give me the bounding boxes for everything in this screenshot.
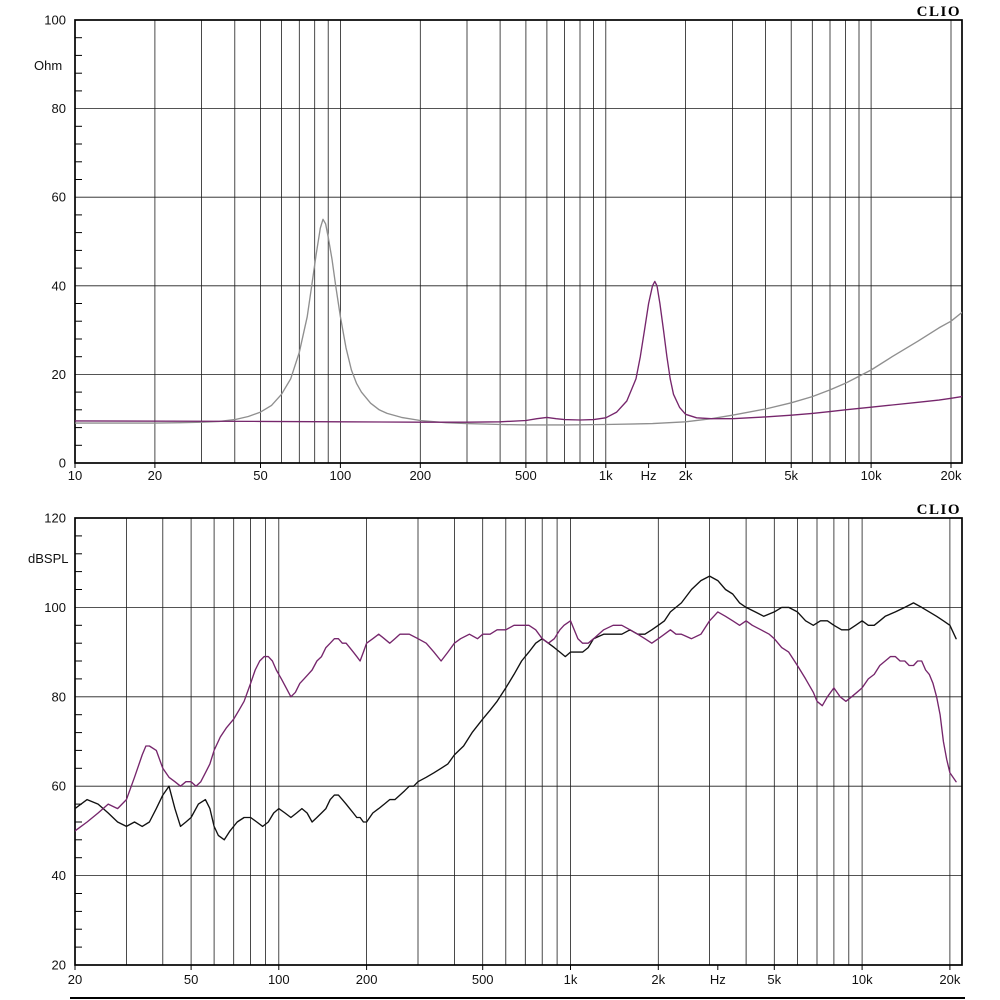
frequency-response-chart: 20 40 60 80 100 120 20 50 100 200 500 1k 2k Hz 5k 10k 20… — [0, 500, 1000, 1000]
x-tick-label: 200 — [409, 468, 431, 483]
y-tick-label: 80 — [52, 689, 66, 704]
tweeter-spl-curve — [75, 611, 957, 832]
bottom-rule — [70, 997, 965, 999]
x-tick-label: 100 — [268, 972, 290, 987]
y-tick-label: 20 — [52, 958, 66, 973]
x-tick-label: 20k — [939, 972, 960, 987]
tweeter-impedance-curve — [75, 280, 962, 423]
woofer-impedance-curve — [75, 218, 962, 426]
x-tick-label: 10k — [852, 972, 873, 987]
x-tick-label: 20k — [941, 468, 962, 483]
x-tick-label: 200 — [356, 972, 378, 987]
woofer-spl-curve — [75, 575, 957, 841]
x-tick-label: 10 — [68, 468, 82, 483]
x-tick-label: Hz — [641, 468, 657, 483]
x-tick-label: 1k — [564, 972, 578, 987]
x-tick-label: 10k — [861, 468, 882, 483]
plot-frame — [74, 19, 963, 464]
y-tick-label: 40 — [52, 868, 66, 883]
y-tick-label: 100 — [44, 13, 66, 28]
y-tick-label: 100 — [44, 600, 66, 615]
y-tick-label: 120 — [44, 511, 66, 526]
y-axis-unit-label: dBSPL — [28, 551, 68, 566]
x-tick-label: 500 — [472, 972, 494, 987]
x-tick-label: 2k — [679, 468, 693, 483]
y-tick-label: 60 — [52, 779, 66, 794]
x-tick-label: 20 — [68, 972, 82, 987]
x-tick-label: 50 — [184, 972, 198, 987]
x-tick-label: 20 — [148, 468, 162, 483]
frequency-response-chart-svg: 20 40 60 80 100 120 20 50 100 200 500 1k 2k Hz 5k 10k 20… — [28, 502, 963, 987]
x-tick-label: 5k — [784, 468, 798, 483]
plot-frame — [74, 517, 963, 966]
impedance-chart: 0 20 40 60 80 100 10 20 50 100 200 500 1k Hz 2k 5k 10k 20… — [34, 4, 963, 483]
clio-logo: CLIO — [917, 502, 961, 518]
x-tick-label: 5k — [767, 972, 781, 987]
y-axis-unit-label: Ohm — [34, 58, 62, 73]
y-tick-label: 20 — [52, 367, 66, 382]
clio-logo: CLIO — [917, 4, 961, 20]
y-tick-label: 60 — [52, 190, 66, 205]
x-tick-label: 2k — [651, 972, 665, 987]
x-tick-label: 50 — [253, 468, 267, 483]
y-tick-label: 80 — [52, 101, 66, 116]
x-tick-label: Hz — [710, 972, 726, 987]
impedance-chart-svg: 0 20 40 60 80 100 10 20 50 100 200 500 1k Hz 2k 5k 10k 20… — [34, 4, 963, 483]
x-tick-label: 500 — [515, 468, 537, 483]
y-tick-label: 0 — [59, 456, 66, 471]
x-tick-label: 1k — [599, 468, 613, 483]
x-tick-label: 100 — [330, 468, 352, 483]
y-tick-label: 40 — [52, 278, 66, 293]
